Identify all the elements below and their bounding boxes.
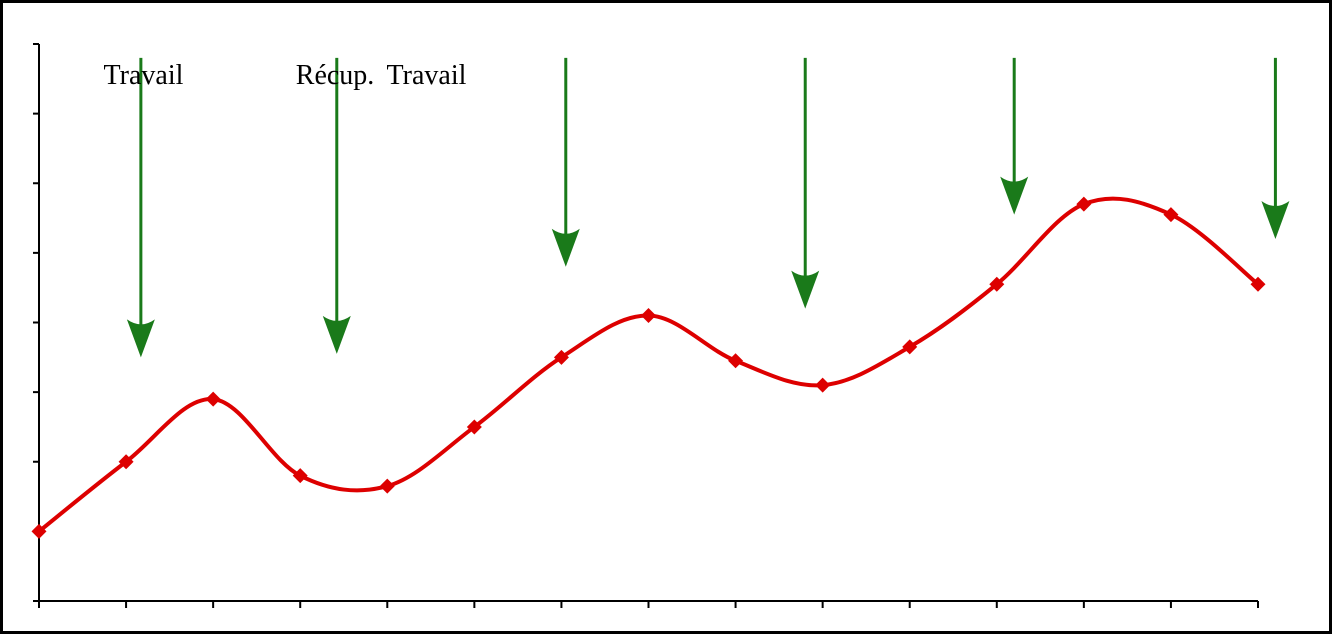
data-point-marker [379,478,395,494]
annotation-label: Travail [104,60,184,91]
down-arrow-icon [791,57,820,309]
down-arrow-icon [1000,57,1029,215]
annotation-label: Récup. [296,60,375,91]
data-point-marker [292,468,308,484]
arrow-head [322,315,351,354]
arrow-head [791,270,820,309]
annotation-label: Travail [387,60,467,91]
arrow-head [551,228,580,267]
down-arrow-icon [551,57,580,267]
down-arrow-icon [1261,57,1290,239]
axes [33,43,1259,608]
data-point-marker [553,349,569,365]
data-point-marker [31,523,47,539]
data-point-marker [205,391,221,407]
series-layer [31,196,1266,539]
data-point-marker [1250,276,1266,292]
annotation-arrows [126,57,1290,358]
down-arrow-icon [126,57,155,358]
data-point-marker [1076,196,1092,212]
arrow-head [1000,176,1029,215]
data-point-marker [989,276,1005,292]
data-point-marker [641,308,656,324]
arrow-head [126,319,155,358]
data-point-marker [815,377,831,393]
arrow-head [1261,200,1290,239]
data-point-marker [902,339,918,355]
data-point-marker [728,353,744,369]
annotation-labels: Travail Récup. Travail [104,60,467,91]
data-point-marker [1163,207,1179,223]
data-point-marker [118,454,134,470]
down-arrow-icon [322,57,351,354]
data-point-marker [466,419,482,435]
